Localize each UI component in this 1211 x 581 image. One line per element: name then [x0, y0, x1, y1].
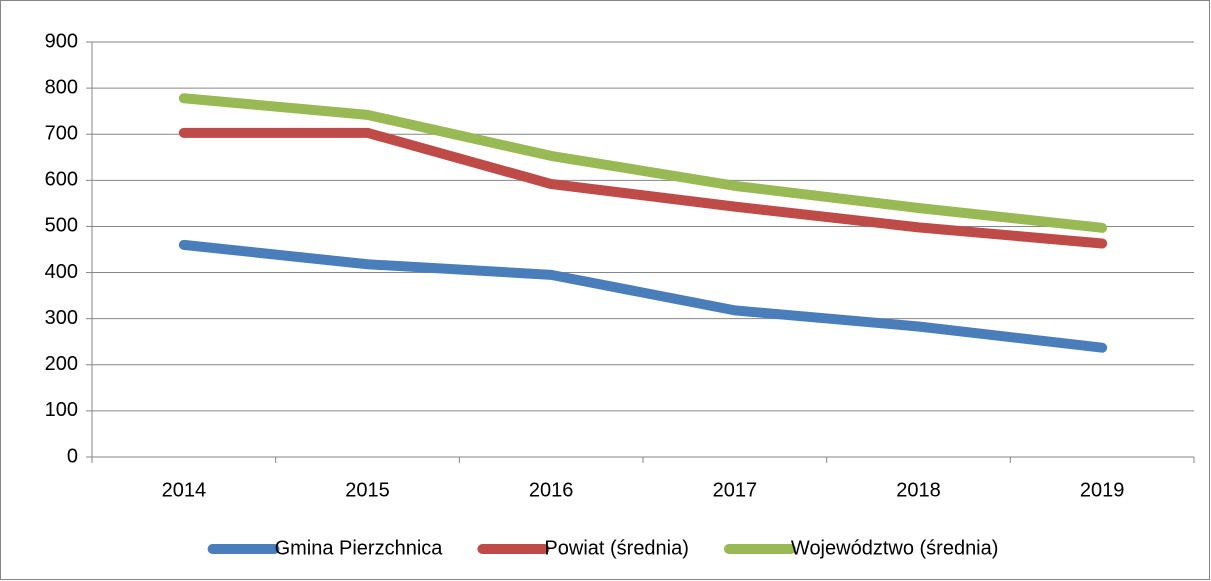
x-tick-label: 2016 — [529, 479, 574, 501]
y-tick-label: 600 — [45, 169, 78, 191]
y-tick-label: 100 — [45, 399, 78, 421]
legend-label: Gmina Pierzchnica — [275, 537, 444, 559]
y-tick-label: 900 — [45, 30, 78, 52]
x-tick-label: 2017 — [713, 479, 758, 501]
y-tick-label: 0 — [67, 445, 78, 467]
y-tick-label: 200 — [45, 353, 78, 375]
y-tick-label: 400 — [45, 261, 78, 283]
y-tick-label: 700 — [45, 123, 78, 145]
y-tick-label: 300 — [45, 307, 78, 329]
legend-label: Województwo (średnia) — [791, 537, 999, 559]
legend-label: Powiat (średnia) — [544, 537, 689, 559]
series-line — [178, 93, 1108, 233]
series-line — [178, 239, 1108, 353]
x-tick-label: 2019 — [1080, 479, 1125, 501]
x-tick-label: 2014 — [162, 479, 207, 501]
x-tick-label: 2018 — [896, 479, 941, 501]
y-tick-label: 800 — [45, 76, 78, 98]
series-line — [178, 127, 1108, 249]
x-tick-label: 2015 — [345, 479, 390, 501]
y-tick-label: 500 — [45, 215, 78, 237]
